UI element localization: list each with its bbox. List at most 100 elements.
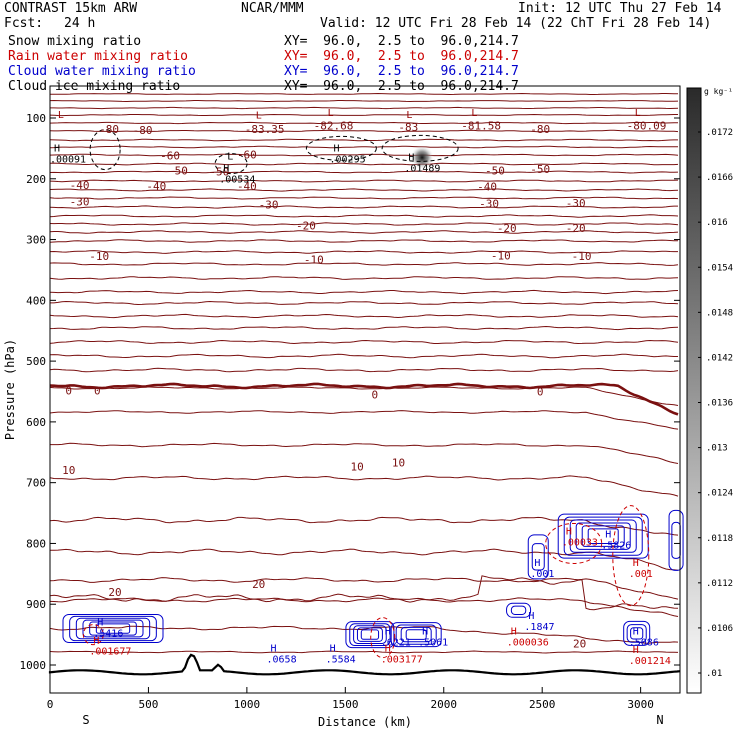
isotherm-line: [49, 214, 679, 218]
x-tick-label: 2500: [529, 698, 556, 711]
colorbar-unit: g kg⁻¹: [704, 87, 733, 96]
contour-label: -30: [479, 198, 499, 211]
colorbar-tick-label: .0112: [706, 579, 733, 589]
isotherm-line: [49, 239, 678, 243]
rain-contour: [370, 617, 396, 659]
high-marker: H: [605, 529, 611, 540]
rain-contour: [82, 624, 104, 646]
high-marker: H: [528, 611, 534, 622]
high-marker: H: [633, 627, 639, 638]
cloud-water-contour: [345, 621, 395, 649]
y-tick-label: 100: [26, 112, 46, 125]
x-tick-label: 500: [139, 698, 159, 711]
forecast-label: Fcst:: [4, 16, 44, 31]
y-tick-label: 1000: [20, 659, 47, 672]
y-tick-label: 400: [26, 294, 46, 307]
cloud-water-contour: [569, 519, 637, 553]
low-marker: L: [471, 108, 477, 119]
contour-label: 0: [94, 384, 101, 397]
model-title: CONTRAST 15km ARW: [4, 1, 138, 16]
cloud-contours: [62, 129, 684, 659]
isotherm-line: [49, 475, 679, 497]
isotherm-line: [49, 353, 678, 359]
isotherm-line: [49, 188, 679, 192]
y-tick-label: 800: [26, 537, 46, 550]
cloud-water-contour: [563, 516, 643, 556]
colorbar: g kg⁻¹ .0172 .0166 .016 .0154 .0148 .0142 .0136…: [686, 87, 733, 694]
cloud-water-contour: [531, 543, 545, 571]
snow-maximum: [410, 145, 435, 170]
north-label: N: [656, 713, 663, 727]
isotherm-line: [49, 222, 679, 226]
x-tick-label: 0: [47, 698, 54, 711]
contour-label: -80: [133, 124, 153, 137]
high-marker: H: [385, 644, 391, 655]
cloud-ice-contour: [381, 134, 459, 162]
isotherm-line: [49, 548, 679, 571]
contour-label: 0: [372, 389, 379, 402]
y-tick-label: 700: [26, 477, 46, 490]
extremum-value: .5826: [601, 540, 631, 551]
colorbar-tick-label: .016: [706, 218, 728, 228]
isotherm-line: [49, 410, 679, 430]
isotherm-line: [49, 250, 678, 254]
contour-label: 0: [65, 384, 72, 397]
isotherm-line: [49, 313, 679, 319]
cloud-water-contour: [69, 615, 157, 642]
cloud-ice-contour: [214, 153, 248, 175]
extremum-value: .0658: [267, 655, 297, 666]
contour-label: -20: [296, 220, 316, 233]
high-marker: H: [633, 645, 639, 656]
colorbar-tick-label: .01: [706, 669, 722, 679]
rain-contour: [612, 505, 650, 607]
x-tick-label: 3000: [627, 698, 654, 711]
isotherm-line: [49, 170, 679, 174]
cloud-water-contour: [557, 513, 649, 559]
isotherm-line: [49, 129, 679, 133]
cloud-water-contour: [671, 521, 681, 559]
isotherm-line: [49, 625, 679, 644]
field-name-cloud-water: Cloud water mixing ratio: [8, 64, 196, 79]
isotherm-line: [49, 650, 679, 654]
cloud-water-contour: [510, 605, 527, 615]
high-marker: H: [54, 143, 60, 154]
cloud-water-contour: [390, 622, 442, 648]
cloud-water-contour: [668, 509, 684, 571]
extremum-value: .00033: [562, 537, 598, 548]
cloud-water-contour: [95, 623, 131, 634]
extremum-value: .001: [530, 569, 554, 580]
high-marker: H: [408, 153, 414, 164]
forecast-value: 24 h: [64, 16, 96, 31]
field-name-rain: Rain water mixing ratio: [8, 49, 189, 64]
extremum-value: .5086: [629, 638, 659, 649]
temperature-contours: [49, 92, 679, 654]
contour-label: -83.35: [245, 123, 285, 136]
y-tick-label: 200: [26, 173, 46, 186]
valid-time: Valid: 12 UTC Fri 28 Feb 14 (22 ChT Fri …: [320, 16, 712, 31]
isotherm-line: [49, 153, 679, 157]
isotherm-line: [50, 300, 679, 306]
isotherm-line: [49, 162, 679, 166]
south-label: S: [82, 713, 89, 727]
terrain-line: [48, 653, 681, 676]
field-name-snow: Snow mixing ratio: [8, 34, 142, 49]
isotherm-line: [49, 367, 679, 373]
y-tick-label: 600: [26, 416, 46, 429]
contour-label: -40: [146, 180, 166, 193]
low-marker: L: [328, 108, 334, 119]
y-tick-label: 900: [26, 598, 46, 611]
colorbar-tick-label: .0154: [706, 263, 733, 273]
isotherm-line: [50, 106, 679, 110]
cloud-ice-contour: [305, 135, 377, 161]
isotherm-line: [49, 99, 679, 103]
isotherm-line: [49, 276, 679, 280]
contour-label: -81.58: [461, 119, 501, 132]
isotherm-line: [49, 575, 679, 611]
zero-isotherm: [49, 382, 679, 416]
isotherm-line: [49, 289, 679, 295]
cloud-water-contour: [360, 629, 380, 640]
extremum-value: .001: [629, 569, 653, 580]
extremum-value: .5416: [93, 628, 123, 639]
x-axis-label: Distance (km): [318, 715, 412, 729]
